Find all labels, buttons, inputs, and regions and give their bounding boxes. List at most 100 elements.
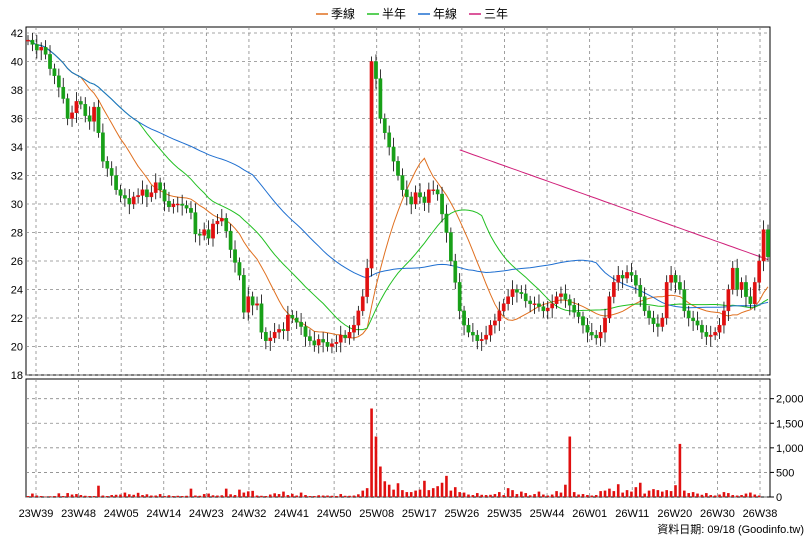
candle-body (545, 307, 550, 312)
candle-body (497, 310, 502, 322)
volume-bar (511, 490, 514, 497)
volume-bar (141, 495, 144, 497)
candle-body (96, 106, 101, 133)
volume-bar (260, 495, 263, 497)
volume-bar (326, 495, 329, 497)
volume-bar (163, 496, 166, 497)
candle-body (695, 320, 700, 326)
x-tick-label: 26W11 (615, 508, 649, 520)
candle-body (510, 289, 515, 297)
volume-bar (75, 494, 78, 497)
volume-bar (282, 491, 285, 497)
volume-bar (564, 484, 567, 497)
candle-body (171, 203, 176, 208)
candle-body (312, 340, 317, 346)
volume-bar (158, 494, 162, 497)
volume-bar (387, 484, 391, 497)
volume-y-tick-label: 2,000 (776, 394, 804, 406)
volume-bar (145, 494, 149, 497)
volume-bar (625, 490, 629, 497)
volume-bar (128, 494, 131, 497)
legend-label: 年線 (433, 6, 457, 21)
volume-bar (528, 495, 532, 497)
x-tick-label: 24W50 (317, 508, 352, 520)
candle-body (603, 317, 607, 333)
volume-bar (233, 495, 237, 497)
candle-body (39, 47, 44, 51)
volume-bar (484, 495, 488, 497)
candle-body (374, 61, 378, 79)
volume-bar (590, 495, 594, 497)
volume-bar (705, 493, 708, 497)
legend: 季線 半年 年線 三年 (316, 6, 508, 21)
candle-body (682, 289, 687, 312)
candle-body (79, 101, 83, 105)
volume-bar (453, 487, 457, 497)
volume-bar (727, 493, 730, 497)
volume-bar (123, 492, 127, 497)
candle-body (334, 342, 339, 344)
volume-bar (61, 496, 65, 497)
candle-body (739, 282, 744, 290)
candle-body (629, 272, 634, 276)
volume-bar (299, 492, 303, 497)
candle-body (259, 303, 264, 333)
volume-bar (53, 496, 56, 497)
candle-body (541, 306, 546, 312)
candlesticks (26, 33, 770, 354)
legend-label: 三年 (484, 7, 508, 21)
candle-body (396, 161, 400, 176)
candle-body (114, 175, 118, 190)
candle-body (449, 232, 453, 262)
volume-bar (176, 495, 180, 497)
volume-bar (524, 493, 528, 497)
volume-bar (251, 490, 254, 497)
candle-body (744, 282, 748, 297)
volume-panel: 0 500 1,000 1,500 2,000 (25, 378, 804, 504)
price-y-tick-label: 20 (11, 342, 23, 354)
volume-bar (348, 495, 351, 497)
candle-body (158, 182, 162, 190)
volume-bar (458, 492, 461, 497)
volume-bar (119, 494, 122, 497)
candle-body (748, 296, 753, 304)
candle-body (299, 322, 303, 327)
volume-y-tick-label: 1,500 (776, 418, 804, 430)
candle-body (202, 229, 207, 236)
candle-body (123, 195, 127, 199)
candle-body (611, 282, 616, 297)
volume-bar (757, 495, 761, 497)
candle-body (457, 282, 462, 312)
candle-body (444, 213, 449, 233)
price-y-tick-label: 34 (11, 142, 23, 154)
candle-body (598, 332, 603, 339)
price-y-tick-label: 40 (11, 57, 23, 69)
volume-bar (79, 495, 83, 497)
candle-body (378, 78, 383, 119)
x-tick-label: 26W01 (572, 508, 607, 520)
volume-bar (101, 495, 105, 497)
candle-body (118, 189, 123, 196)
volume-bar (242, 492, 246, 497)
candle-body (387, 132, 392, 148)
candle-body (515, 289, 519, 293)
candle-body (479, 339, 484, 341)
candle-body (673, 275, 678, 283)
candle-body (237, 262, 242, 276)
volume-bar (180, 496, 184, 497)
candle-body (519, 292, 524, 294)
volume-bar (339, 494, 343, 497)
candle-body (224, 218, 229, 232)
candle-body (506, 296, 510, 304)
candle-body (766, 229, 770, 257)
volume-bar (26, 496, 30, 497)
volume-bar (586, 495, 589, 497)
volume-bar (83, 495, 87, 497)
candle-body (48, 54, 52, 69)
price-y-tick-label: 18 (11, 370, 23, 382)
volume-bar (357, 494, 360, 497)
volume-bar (264, 496, 268, 497)
candle-body (607, 296, 612, 319)
volume-bar (216, 495, 219, 497)
